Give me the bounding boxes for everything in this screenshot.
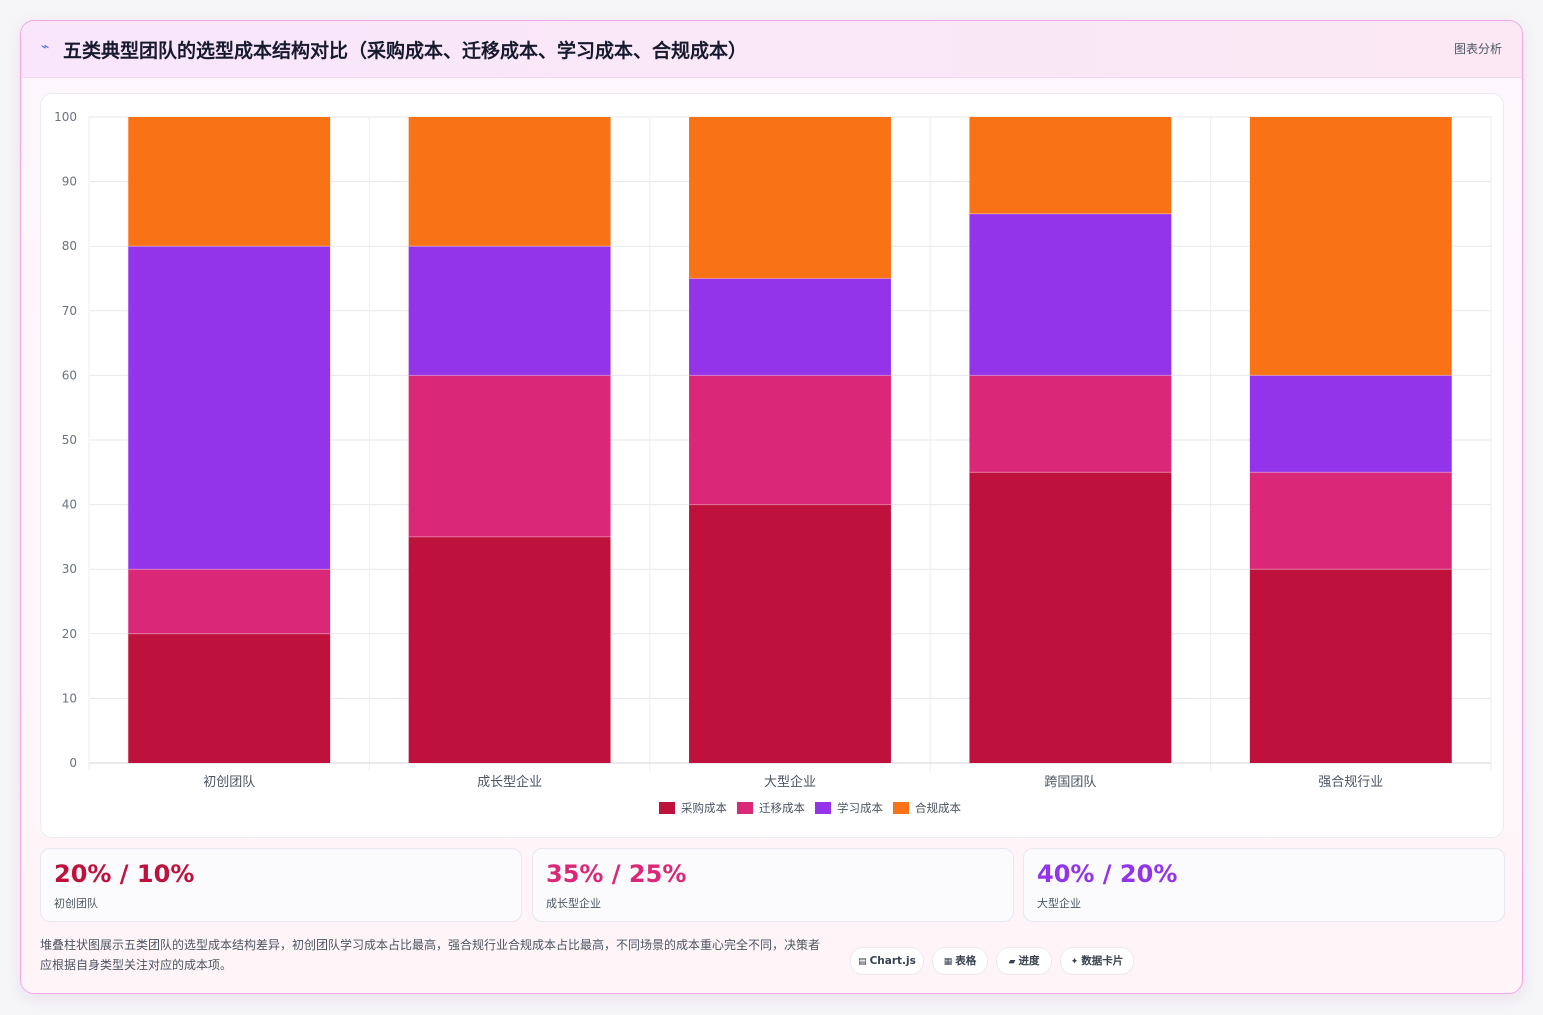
y-tick-label: 40 xyxy=(62,498,77,512)
stat-card-enterprise: 40% / 20% 大型企业 xyxy=(1023,848,1505,922)
y-tick-label: 50 xyxy=(62,433,77,447)
bar-segment xyxy=(128,246,331,570)
y-tick-label: 20 xyxy=(62,627,77,641)
bar-segment xyxy=(408,536,611,763)
stat-card-startup: 20% / 10% 初创团队 xyxy=(40,848,522,922)
y-tick-label: 10 xyxy=(62,691,77,705)
stat-value: 35% / 25% xyxy=(546,860,687,888)
bar-segment xyxy=(128,117,331,247)
y-tick-label: 30 xyxy=(62,562,77,576)
bar-segment xyxy=(689,117,891,279)
chart-title: 五类典型团队的选型成本结构对比（采购成本、迁移成本、学习成本、合规成本） xyxy=(63,40,748,62)
bar-segment xyxy=(969,375,1172,473)
stat-card-growth: 35% / 25% 成长型企业 xyxy=(532,848,1014,922)
legend-swatch xyxy=(815,802,831,814)
bar-segment xyxy=(689,504,891,763)
x-tick-label: 成长型企业 xyxy=(477,774,542,790)
bar-segment xyxy=(128,633,331,763)
bar-segment xyxy=(1249,117,1452,376)
y-tick-label: 60 xyxy=(62,368,77,382)
legend-label: 迁移成本 xyxy=(759,801,805,815)
chip-label: 表格 xyxy=(955,955,977,967)
progress-icon: ▰ xyxy=(1008,957,1016,967)
card-header: ⌁ 五类典型团队的选型成本结构对比（采购成本、迁移成本、学习成本、合规成本） 图… xyxy=(21,21,1522,78)
bar-segment xyxy=(1249,472,1452,570)
chart-card: ⌁ 五类典型团队的选型成本结构对比（采购成本、迁移成本、学习成本、合规成本） 图… xyxy=(20,20,1523,994)
chart-js-icon: ▤ xyxy=(858,957,867,967)
sparkle-icon: ✦ xyxy=(1070,957,1079,967)
chip-label: 进度 xyxy=(1018,955,1040,967)
bar-segment xyxy=(969,117,1172,214)
legend-label: 合规成本 xyxy=(915,801,961,815)
bar-segment xyxy=(1249,375,1452,473)
table-icon: ▦ xyxy=(943,957,953,967)
bar-segment xyxy=(408,375,611,537)
legend-swatch xyxy=(737,802,753,814)
chip-label: 数据卡片 xyxy=(1081,955,1124,967)
x-tick-label: 跨国团队 xyxy=(1044,775,1096,790)
bar-segment xyxy=(689,375,891,505)
bar-segment xyxy=(408,117,611,247)
bar-segment xyxy=(128,569,331,634)
chip-table[interactable]: ▦ 表格 xyxy=(932,947,988,975)
legend-label: 学习成本 xyxy=(837,801,883,815)
chart-analysis-tag[interactable]: 图表分析 xyxy=(1453,42,1502,56)
chip-progress[interactable]: ▰ 进度 xyxy=(996,947,1052,975)
y-tick-label: 80 xyxy=(62,239,77,253)
chip-label: Chart.js xyxy=(869,955,916,967)
bar-segment xyxy=(969,472,1172,763)
stat-label: 初创团队 xyxy=(54,897,98,910)
stat-value: 20% / 10% xyxy=(54,860,195,888)
x-tick-label: 强合规行业 xyxy=(1318,775,1383,790)
chip-data-card[interactable]: ✦ 数据卡片 xyxy=(1060,947,1134,975)
bar-segment xyxy=(1249,569,1452,763)
stat-label: 成长型企业 xyxy=(546,897,601,910)
bar-segment xyxy=(689,278,891,376)
x-tick-label: 大型企业 xyxy=(764,774,816,790)
legend-swatch xyxy=(893,802,909,814)
chip-chartjs[interactable]: ▤ Chart.js xyxy=(850,947,924,975)
y-tick-label: 0 xyxy=(69,756,77,770)
y-tick-label: 90 xyxy=(62,175,77,189)
y-tick-label: 70 xyxy=(62,304,77,318)
bar-segment xyxy=(969,213,1172,376)
stacked-bar-chart: 0 10 20 30 40 50 60 70 80 90 100 初创团队 成长型企业 大型企业 跨国团队 强… xyxy=(54,110,1492,815)
chart-description: 堆叠柱状图展示五类团队的选型成本结构差异，初创团队学习成本占比最高，强合规行业合… xyxy=(40,938,821,972)
legend-label: 采购成本 xyxy=(681,801,727,815)
stat-value: 40% / 20% xyxy=(1037,860,1178,888)
chart-icon: ⌁ xyxy=(41,39,50,55)
legend-swatch xyxy=(659,802,675,814)
stat-label: 大型企业 xyxy=(1037,897,1081,910)
x-tick-label: 初创团队 xyxy=(203,775,255,790)
chart-container: 0 10 20 30 40 50 60 70 80 90 100 初创团队 成长型企业 大型企业 跨国团队 强… xyxy=(40,93,1504,838)
bar-segment xyxy=(408,246,611,376)
y-tick-label: 100 xyxy=(54,110,77,124)
